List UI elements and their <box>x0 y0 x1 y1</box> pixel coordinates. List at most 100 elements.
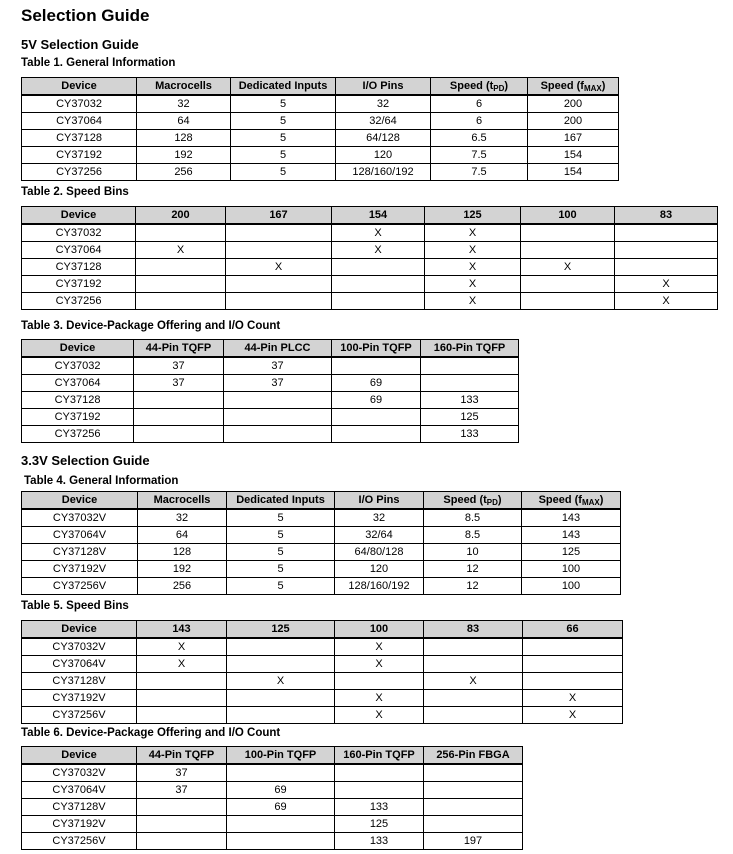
table-cell: X <box>334 689 424 707</box>
header-text: Speed (t <box>443 493 487 506</box>
table-cell: 5 <box>230 129 336 147</box>
column-header: 66 <box>522 620 623 639</box>
table-cell <box>423 815 523 833</box>
table-row: CY37192 125 <box>21 408 519 426</box>
header-text: 44-Pin TQFP <box>145 341 212 354</box>
table-cell: 10 <box>423 543 522 561</box>
table-cell <box>331 258 425 276</box>
table-row: CY37064V 64 5 32/64 8.5 143 <box>21 526 621 544</box>
table-row: CY37128V 69 133 <box>21 798 523 816</box>
table-cell <box>331 425 421 443</box>
header-text: Device <box>61 622 97 635</box>
device-cell: CY37064 <box>21 241 136 259</box>
header-subscript: PD <box>493 83 505 93</box>
table-cell: 200 <box>527 112 619 130</box>
device-cell: CY37256 <box>21 292 136 310</box>
table-row: CY37128 X X X <box>21 258 718 276</box>
table-cell: X <box>424 241 521 259</box>
table-5: Device 143 125 100 83 66 CY37032V X X CY37064V X X C… <box>21 620 623 724</box>
device-cell: CY37256V <box>21 832 137 850</box>
header-text: 125 <box>463 208 482 221</box>
table-cell: 8.5 <box>423 526 522 544</box>
device-cell: CY37032V <box>21 637 137 656</box>
table-cell: 37 <box>136 763 227 782</box>
table-row: CY37256V 133 197 <box>21 832 523 850</box>
header-text: Speed (f <box>540 79 584 92</box>
table-cell <box>522 637 623 656</box>
table-cell: 64 <box>136 112 231 130</box>
table-cell: 143 <box>521 508 621 527</box>
table-row: CY37192V X X <box>21 689 623 707</box>
table-cell: X <box>520 258 615 276</box>
table-cell: 37 <box>133 356 224 375</box>
column-header: Device <box>21 77 137 96</box>
table-cell <box>136 689 227 707</box>
table-row: CY37256 X X <box>21 292 718 310</box>
table-cell: X <box>522 689 623 707</box>
table-cell <box>334 781 424 799</box>
table-cell <box>223 408 332 426</box>
table-cell <box>423 763 523 782</box>
table-6: Device 44-Pin TQFP 100-Pin TQFP 160-Pin TQF… <box>21 746 523 850</box>
column-header: 143 <box>136 620 227 639</box>
header-text: 44-Pin TQFP <box>148 748 215 761</box>
column-header: Speed (tPD) <box>423 491 522 510</box>
table-row: CY37256 256 5 128/160/192 7.5 154 <box>21 163 619 181</box>
header-text: Device <box>61 493 98 506</box>
table-cell: X <box>424 292 521 310</box>
column-header: Device <box>21 620 137 639</box>
header-text: 100 <box>558 208 577 221</box>
table-cell: 200 <box>527 94 619 113</box>
table-cell: 5 <box>230 146 336 164</box>
table-cell <box>423 655 523 673</box>
header-text-suffix: ) <box>601 79 606 92</box>
column-header: 160-Pin TQFP <box>420 339 519 358</box>
table-row: CY37064V 37 69 <box>21 781 523 799</box>
table-cell: 192 <box>136 146 231 164</box>
table-cell: 5 <box>230 163 336 181</box>
table-cell: 5 <box>226 508 335 527</box>
device-cell: CY37192V <box>21 689 137 707</box>
table-cell <box>331 292 425 310</box>
table-cell <box>226 637 335 656</box>
table-row: CY37032 X X <box>21 223 718 242</box>
table-cell <box>423 689 523 707</box>
header-text: I/O Pins <box>362 79 404 92</box>
device-cell: CY37032V <box>21 508 138 527</box>
table-cell: 37 <box>133 374 224 392</box>
table-cell <box>614 258 718 276</box>
column-header: 167 <box>225 206 332 225</box>
table-cell <box>520 292 615 310</box>
table-cell: 32 <box>335 94 431 113</box>
column-header: 256-Pin FBGA <box>423 746 523 765</box>
table-cell <box>423 637 523 656</box>
header-text: 100-Pin TQFP <box>340 341 412 354</box>
table-2: Device 200 167 154 125 100 83 CY37032 X X CY37064 X… <box>21 206 718 310</box>
header-text: 100 <box>369 622 389 635</box>
table-caption: Table 1. General Information <box>21 57 176 69</box>
header-text: 100-Pin TQFP <box>244 748 317 761</box>
column-header: 125 <box>226 620 335 639</box>
column-header: Dedicated Inputs <box>226 491 335 510</box>
table-row: CY37256 133 <box>21 425 519 443</box>
header-text: 160-Pin TQFP <box>433 341 506 354</box>
table-row: CY37032 37 37 <box>21 356 519 375</box>
table-cell: 143 <box>521 526 621 544</box>
table-cell <box>226 689 335 707</box>
table-cell: 37 <box>136 781 227 799</box>
table-cell: X <box>334 706 424 724</box>
device-cell: CY37064 <box>21 112 137 130</box>
table-cell <box>331 408 421 426</box>
table-cell: X <box>226 672 335 690</box>
table-cell: X <box>424 275 521 293</box>
table-cell <box>225 292 332 310</box>
table-cell <box>136 832 227 850</box>
table-row: CY37032V 37 <box>21 763 523 782</box>
table-cell: 197 <box>423 832 523 850</box>
column-header: Speed (fMAX) <box>521 491 621 510</box>
table-cell: 7.5 <box>430 146 528 164</box>
header-subscript: MAX <box>583 83 602 93</box>
device-cell: CY37192 <box>21 275 136 293</box>
table-cell: 133 <box>420 425 519 443</box>
